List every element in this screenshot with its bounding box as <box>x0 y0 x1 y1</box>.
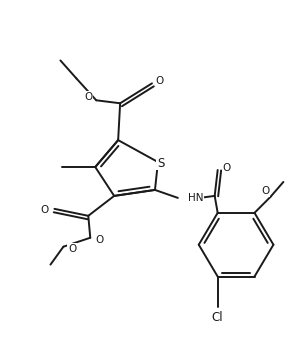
Text: O: O <box>261 186 270 196</box>
Text: O: O <box>40 205 49 215</box>
Text: O: O <box>222 163 231 173</box>
Text: S: S <box>157 157 165 170</box>
Text: O: O <box>84 92 92 102</box>
Text: HN: HN <box>188 193 203 203</box>
Text: O: O <box>95 235 103 245</box>
Text: O: O <box>68 244 77 254</box>
Text: Cl: Cl <box>212 311 223 324</box>
Text: O: O <box>156 76 164 86</box>
